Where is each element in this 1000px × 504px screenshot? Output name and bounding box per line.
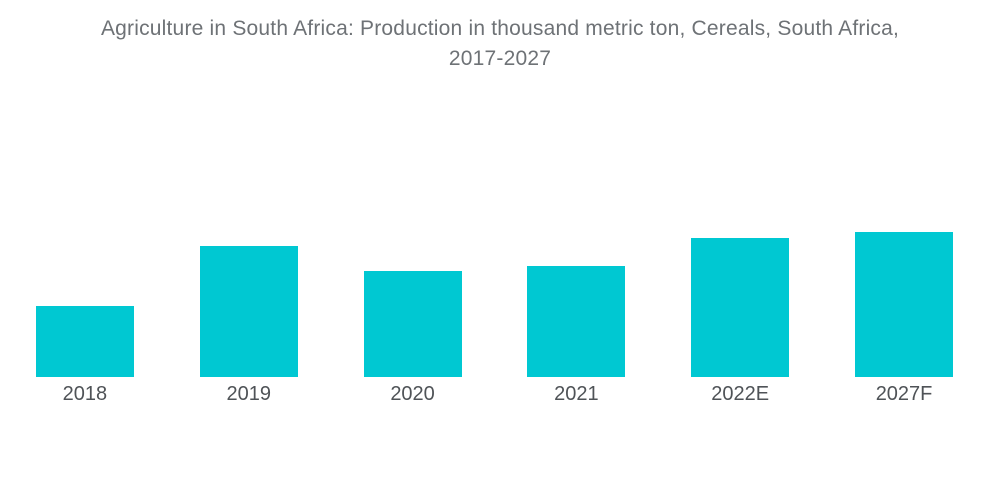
bar-column-2022E bbox=[658, 238, 822, 377]
chart-title-line2: 2017-2027 bbox=[448, 47, 552, 70]
bar-2020 bbox=[363, 271, 462, 377]
bar-plot-area bbox=[3, 0, 986, 377]
bar-column-2020 bbox=[331, 271, 495, 377]
bar-column-2021 bbox=[494, 266, 658, 377]
bar-2019 bbox=[199, 246, 298, 377]
bar-2018 bbox=[35, 306, 134, 377]
chart-title: Agriculture in South Africa: Production … bbox=[0, 14, 1000, 74]
x-axis-label-2019: 2019 bbox=[226, 383, 271, 405]
x-axis-label-2022E: 2022E bbox=[711, 383, 770, 405]
bar-column-2027F bbox=[822, 232, 986, 377]
x-axis-label-2020: 2020 bbox=[390, 383, 435, 405]
bar-2027F bbox=[855, 232, 954, 377]
x-axis-labels: 2018 2019 2020 2021 2022E 2027F bbox=[3, 383, 986, 405]
bar-2022E bbox=[691, 238, 790, 377]
bar-column-2019 bbox=[167, 246, 331, 377]
chart-title-line1: Agriculture in South Africa: Production … bbox=[100, 17, 900, 40]
x-axis-label-2021: 2021 bbox=[554, 383, 599, 405]
x-axis-label-2027F: 2027F bbox=[875, 383, 933, 405]
x-axis-label-2018: 2018 bbox=[62, 383, 108, 405]
bar-2021 bbox=[527, 266, 626, 377]
bar-column-2018 bbox=[3, 306, 167, 377]
